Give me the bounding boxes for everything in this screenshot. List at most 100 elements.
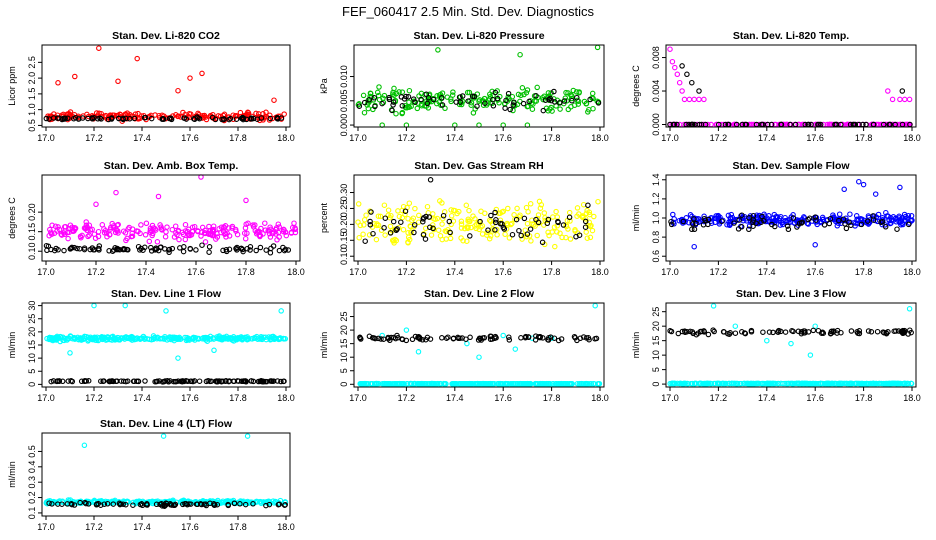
data-point-selected [120, 378, 127, 384]
data-point-all [394, 381, 400, 387]
data-point-selected [234, 244, 240, 251]
data-point-all [473, 221, 480, 228]
data-point-selected [490, 103, 497, 109]
data-point-selected [502, 105, 508, 111]
data-point-all [717, 380, 723, 387]
y-tick-label: 30 [27, 301, 37, 311]
data-point-all [267, 224, 273, 230]
data-point-selected [207, 378, 213, 385]
data-point-selected [899, 88, 906, 94]
data-point-all [906, 96, 913, 103]
data-point-all [844, 380, 851, 387]
data-point-selected [390, 218, 397, 225]
data-point-selected [170, 378, 177, 385]
data-point-all [126, 224, 132, 231]
data-point-all [585, 381, 591, 387]
y-tick-label: 0.000 [651, 113, 661, 136]
data-point-selected [513, 216, 520, 223]
data-point-all [139, 335, 145, 341]
data-point-selected [250, 501, 256, 507]
data-point-selected [511, 99, 517, 105]
data-point-all [81, 442, 88, 449]
data-point-all [360, 231, 366, 238]
data-point-selected [518, 335, 524, 341]
data-point-all [190, 228, 196, 235]
chart-panel-2: Stan. Dev. Li-820 Pressure 17.0 17.2 17.4 17… [319, 30, 609, 143]
y-tick-label: 20 [651, 321, 661, 331]
y-tick-label: 15 [27, 340, 37, 350]
data-point-all [226, 233, 233, 239]
data-point-selected [195, 115, 201, 121]
data-point-all [527, 201, 534, 207]
x-tick-label: 17.0 [661, 393, 679, 403]
y-tick-label: 0 [339, 382, 349, 387]
x-tick-label: 17.2 [710, 393, 728, 403]
data-point-all [728, 380, 735, 387]
data-point-all [524, 87, 531, 93]
data-point-all [99, 334, 105, 340]
data-point-selected [190, 378, 196, 385]
data-point-selected [812, 214, 819, 220]
x-tick-label: 17.6 [806, 133, 824, 143]
data-point-all [402, 102, 408, 109]
data-point-all [137, 230, 143, 237]
data-points [355, 44, 602, 128]
data-point-all [726, 380, 732, 387]
data-point-all [163, 229, 169, 235]
data-point-all [393, 110, 399, 117]
data-point-selected [148, 115, 155, 122]
data-point-selected [759, 213, 765, 220]
data-point-all [726, 221, 733, 228]
data-point-selected [160, 116, 167, 122]
data-point-all [671, 380, 678, 387]
data-point-selected [566, 214, 573, 221]
data-point-all [408, 229, 414, 235]
data-point-selected [690, 221, 696, 227]
data-point-selected [843, 225, 850, 232]
data-point-all [860, 181, 867, 188]
data-point-selected [826, 220, 833, 227]
data-point-selected [492, 227, 498, 233]
data-point-all [204, 338, 211, 344]
data-point-all [266, 230, 273, 237]
data-point-selected [142, 114, 149, 121]
data-point-all [411, 380, 418, 387]
data-point-selected [166, 246, 173, 253]
data-point-all [564, 381, 571, 387]
data-point-selected [898, 328, 905, 335]
data-point-selected [213, 378, 219, 384]
x-tick-label: 17.2 [87, 267, 105, 277]
data-point-all [155, 193, 162, 200]
data-point-all [174, 336, 180, 342]
data-point-all [462, 225, 468, 232]
data-point-selected [100, 378, 106, 385]
data-point-all [237, 498, 244, 504]
data-point-selected [106, 248, 112, 254]
data-point-selected [418, 96, 424, 103]
data-point-selected [234, 378, 241, 384]
x-tick-label: 17.6 [181, 393, 199, 403]
data-point-selected [819, 329, 826, 335]
data-point-all [269, 230, 276, 237]
data-point-all [122, 302, 128, 309]
data-point-all [255, 229, 261, 236]
data-point-selected [533, 93, 539, 99]
data-point-all [64, 229, 71, 236]
data-point-all [510, 107, 516, 114]
data-point-selected [834, 330, 840, 336]
data-point-all [899, 220, 905, 227]
data-point-selected [561, 98, 568, 104]
data-point-selected [440, 212, 447, 219]
data-point-all [562, 380, 569, 387]
data-point-all [494, 232, 500, 238]
data-point-selected [526, 98, 532, 105]
x-tick-label: 17.6 [494, 267, 512, 277]
data-point-selected [453, 99, 459, 105]
data-point-all [374, 222, 380, 229]
data-point-selected [382, 215, 389, 221]
data-point-all [479, 231, 486, 237]
data-point-all [164, 224, 170, 230]
data-point-selected [386, 96, 393, 103]
y-axis-label: degrees C [631, 65, 641, 107]
data-point-selected [68, 245, 74, 252]
